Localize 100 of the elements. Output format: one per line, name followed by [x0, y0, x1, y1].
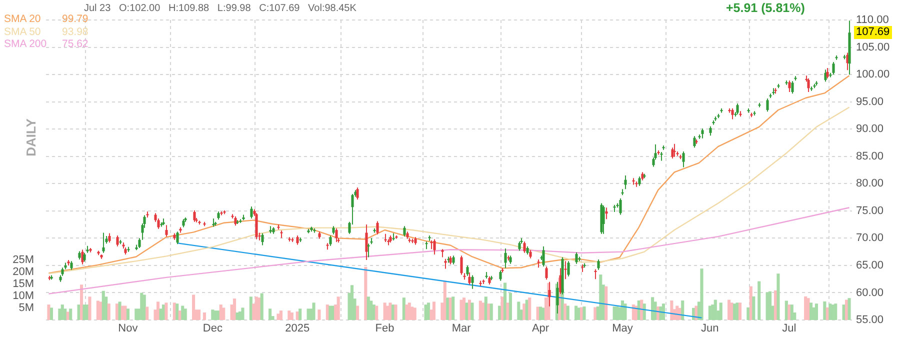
- candlestick: [329, 234, 332, 246]
- candlestick: [523, 240, 526, 254]
- x-tick-label: May: [612, 322, 634, 335]
- text: DAILY: [23, 118, 38, 156]
- bar: [470, 302, 474, 320]
- candlestick: [504, 248, 507, 269]
- bar: [446, 298, 450, 320]
- candlestick: [116, 234, 119, 247]
- bar: [216, 310, 220, 320]
- candlestick: [619, 198, 622, 216]
- y-tick-label: 110.00: [856, 14, 889, 26]
- y-tick-label: 105.00: [856, 41, 890, 54]
- candlestick: [367, 243, 370, 258]
- bar: [58, 308, 62, 320]
- text: SMA 50: [4, 26, 42, 38]
- bar: [848, 298, 851, 320]
- bar: [159, 308, 162, 320]
- candlestick: [807, 78, 810, 92]
- candlestick: [731, 108, 734, 120]
- y2-tick-label: 15M: [12, 278, 34, 290]
- candlestick: [602, 204, 605, 234]
- candlestick: [824, 69, 827, 82]
- candlestick: [376, 220, 379, 235]
- annotation: 99.79: [62, 13, 88, 25]
- y-tick-label: 100.00: [856, 68, 890, 81]
- bar: [268, 308, 272, 320]
- x-tick-label: Apr: [532, 322, 550, 335]
- text: SMA 20: [4, 13, 42, 26]
- candlestick: [460, 255, 463, 276]
- bar: [790, 304, 794, 320]
- bar: [432, 302, 436, 320]
- candlestick: [638, 176, 641, 186]
- candlestick: [471, 274, 474, 290]
- candlestick: [250, 206, 253, 220]
- candlestick: [108, 232, 111, 244]
- candlestick: [673, 143, 676, 158]
- bar: [312, 302, 316, 320]
- bar: [599, 274, 602, 320]
- bar: [197, 310, 201, 320]
- bar: [604, 286, 608, 320]
- bar: [118, 302, 122, 320]
- candlestick: [444, 258, 447, 270]
- bar: [394, 304, 398, 320]
- candlestick: [433, 238, 436, 256]
- y-tick-label: 80.00: [856, 178, 884, 190]
- candlestick: [575, 252, 578, 264]
- bar: [758, 281, 761, 320]
- bar: [222, 308, 226, 320]
- bar: [298, 308, 302, 320]
- bar: [164, 302, 168, 320]
- bar: [50, 308, 53, 320]
- candlestick: [296, 234, 299, 246]
- y-tick-label: 95.00: [856, 96, 884, 108]
- bar: [126, 308, 130, 320]
- candlestick: [499, 270, 502, 282]
- x-tick-label: Mar: [452, 322, 472, 335]
- y-tick-label: 75.00: [856, 204, 884, 217]
- bar: [566, 306, 570, 320]
- bar: [82, 304, 86, 320]
- candlestick: [468, 272, 471, 286]
- bar: [746, 307, 750, 320]
- x-tick-label: Feb: [375, 322, 394, 335]
- bar: [176, 304, 179, 320]
- bar: [508, 292, 512, 320]
- bar: [69, 308, 72, 320]
- bar: [232, 298, 236, 320]
- bar: [542, 308, 545, 320]
- bar: [211, 310, 214, 320]
- bar: [517, 302, 520, 320]
- candlestick: [832, 62, 835, 76]
- bar: [814, 304, 818, 320]
- bar: [736, 302, 739, 320]
- y2-tick-label: 25M: [12, 254, 34, 266]
- bar: [700, 268, 704, 320]
- x-tick-label: Dec: [202, 322, 223, 335]
- candlestick: [709, 126, 712, 136]
- candlestick: [466, 264, 469, 276]
- candlestick: [518, 240, 521, 252]
- text: +5.91 (5.81%): [726, 1, 805, 15]
- text: 107.69: [854, 26, 892, 39]
- bar: [828, 304, 832, 320]
- bar: [582, 306, 586, 320]
- bar: [184, 308, 187, 320]
- bar: [681, 300, 684, 320]
- x-tick-label: 2025: [285, 322, 310, 335]
- bar: [487, 304, 490, 320]
- candlestick: [403, 226, 406, 238]
- bar: [375, 306, 378, 320]
- candlestick: [766, 98, 769, 112]
- candlestick: [138, 238, 141, 248]
- y2-tick-label: 10M: [12, 290, 34, 302]
- bar: [500, 296, 504, 320]
- y-tick-label: 70.00: [856, 232, 884, 244]
- bar: [642, 304, 646, 320]
- candlestick: [597, 258, 600, 270]
- bar: [318, 310, 321, 320]
- bar: [356, 306, 359, 320]
- bar: [719, 302, 722, 320]
- bar: [124, 306, 127, 320]
- bar: [290, 312, 294, 320]
